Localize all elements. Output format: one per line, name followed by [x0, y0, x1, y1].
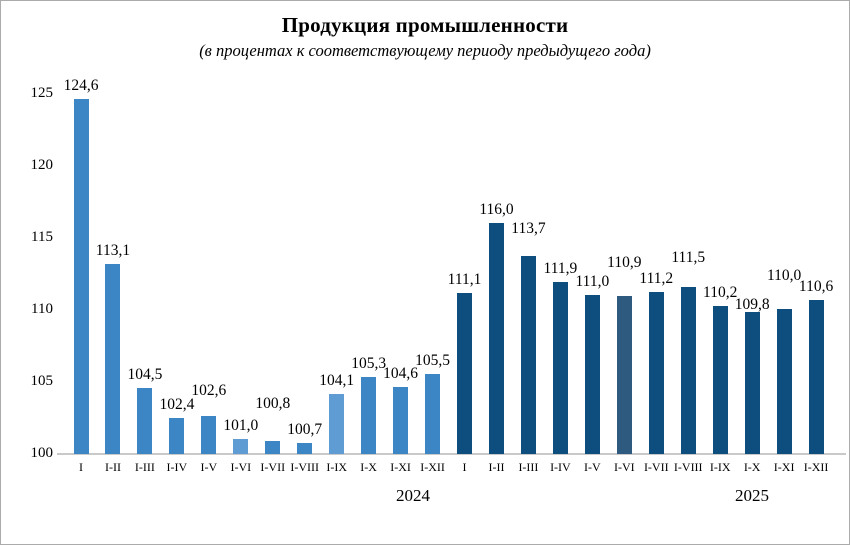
x-tick-2024-I-XII: I-XII [420, 460, 445, 474]
value-label-2025-I-VIII: 111,5 [671, 249, 706, 267]
bar-2024-I-IV [169, 418, 185, 454]
bar-2025-I-IV [552, 281, 568, 454]
value-label-2024-I: 124,6 [63, 76, 99, 94]
bar-2025-I-II [488, 222, 504, 454]
x-tick-2025-I-IX: I-IX [709, 460, 731, 474]
bar-2025-I [457, 293, 473, 454]
bar-2024-I-VI [233, 438, 249, 454]
x-tick-2024-I-IX: I-IX [326, 460, 347, 474]
x-tick-2025-I: I [462, 460, 467, 474]
value-label-2024-I-XI: 104,6 [383, 364, 419, 382]
bar-2024-I-XI [393, 386, 409, 454]
bar-2025-I-X [744, 311, 760, 454]
y-tick-115: 115 [31, 229, 53, 245]
chart-subtitle: (в процентах к соответствующему периоду … [199, 41, 651, 60]
value-label-2025-I-X: 109,8 [734, 295, 770, 313]
value-label-2024-I-V: 102,6 [191, 381, 227, 399]
value-label-2024-I-III: 104,5 [127, 366, 163, 384]
value-label-2025-I-XI: 110,0 [766, 267, 802, 284]
y-tick-110: 110 [31, 301, 53, 317]
value-label-2024-I-II: 113,1 [95, 242, 131, 260]
value-label-2024-I-VII: 100,8 [255, 395, 291, 413]
value-label-2024-I-IV: 102,4 [159, 396, 195, 414]
bar-2025-I-V [584, 294, 600, 454]
x-tick-2025-I-X: I-X [743, 460, 761, 474]
value-label-2025-I-VI: 110,9 [607, 254, 642, 272]
value-label-2025-I-XII: 110,6 [798, 278, 834, 296]
bar-2024-I-II [105, 264, 121, 454]
x-tick-2024-I-VI: I-VI [230, 460, 252, 474]
x-tick-2025-I-VIII: I-VIII [673, 460, 703, 474]
x-tick-2024-I-VIII: I-VIII [290, 460, 320, 474]
year-label-2025: 2025 [735, 486, 769, 505]
bar-2025-I-XI [776, 309, 792, 454]
x-tick-2025-I-XI: I-XI [773, 460, 795, 474]
y-tick-120: 120 [30, 157, 54, 173]
bar-2024-I [73, 98, 89, 454]
bar-2024-I-VII [265, 441, 281, 454]
x-axis-line [57, 453, 846, 455]
bar-2024-I-X [361, 376, 377, 454]
bar-2025-I-VII [648, 291, 664, 454]
x-tick-2025-I-II: I-II [488, 460, 505, 474]
x-tick-2024-I-X: I-X [360, 460, 377, 474]
x-tick-2025-I-V: I-V [584, 460, 601, 474]
bar-2025-I-VI [616, 296, 632, 454]
value-label-2025-I-III: 113,7 [511, 219, 546, 237]
x-tick-2025-I-XII: I-XII [803, 460, 829, 474]
y-tick-100: 100 [30, 445, 54, 461]
value-label-2025-I-VII: 111,2 [639, 269, 674, 287]
x-tick-2024-I-IV: I-IV [166, 460, 188, 474]
x-tick-2024-I: I [79, 460, 83, 474]
x-tick-2024-I-II: I-II [104, 460, 121, 474]
value-label-2024-I-VI: 101,0 [223, 416, 259, 434]
y-tick-105: 105 [30, 373, 54, 389]
value-label-2024-I-XII: 105,5 [415, 351, 450, 369]
value-label-2025-I-II: 116,0 [479, 200, 514, 218]
year-label-2024: 2024 [396, 486, 430, 505]
value-label-2024-I-X: 105,3 [351, 354, 387, 372]
x-tick-2025-I-VI: I-VI [613, 460, 635, 474]
value-label-2025-I: 111,1 [447, 271, 482, 289]
value-label-2025-I-V: 111,0 [575, 272, 610, 290]
bar-2025-I-IX [712, 306, 728, 454]
bar-2024-I-V [201, 415, 217, 454]
y-tick-125: 125 [30, 85, 54, 101]
x-tick-2024-I-III: I-III [134, 460, 155, 474]
bar-2025-I-XII [808, 300, 824, 454]
x-tick-2024-I-V: I-V [200, 460, 218, 474]
x-tick-2025-I-VII: I-VII [643, 460, 669, 474]
bar-2025-I-III [520, 255, 536, 454]
bar-2024-I-IX [329, 393, 345, 454]
bar-2024-I-VIII [297, 442, 313, 454]
x-tick-2025-I-III: I-III [518, 460, 539, 474]
chart-title: Продукция промышленности [281, 13, 569, 37]
x-tick-2024-I-XI: I-XI [390, 460, 411, 474]
value-label-2025-I-IX: 110,2 [703, 284, 738, 302]
value-label-2024-I-IX: 104,1 [319, 371, 355, 389]
bar-2024-I-III [137, 388, 153, 454]
x-tick-2024-I-VII: I-VII [260, 460, 286, 474]
bar-2024-I-XII [425, 373, 441, 454]
value-label-2025-I-IV: 111,9 [543, 259, 578, 277]
bar-2025-I-VIII [680, 287, 696, 454]
x-tick-2025-I-IV: I-IV [550, 460, 571, 474]
value-label-2024-I-VIII: 100,7 [287, 420, 323, 438]
